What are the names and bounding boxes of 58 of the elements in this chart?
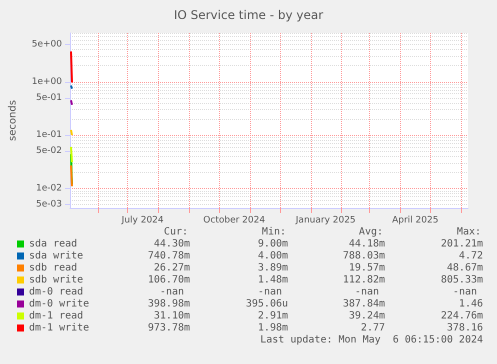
legend-label: sda write [29,250,84,262]
text: 26.27m [154,262,190,274]
text: -nan [258,286,282,298]
text: -nan [354,286,380,298]
text: 398.98m [148,298,190,310]
x-tick-label: July 2024 [120,216,164,226]
text: Last update: Mon May 6 06:15:00 2024 [260,334,484,346]
text: 106.70m [148,274,190,286]
text: 44.30m [154,238,190,250]
y-tick-label: 5e-01 [36,92,62,103]
y-tick-label: 5e-02 [36,146,62,156]
x-tick-label: October 2024 [203,216,266,226]
x-tick-label: April 2025 [392,216,438,226]
text: 3.89m [258,262,288,274]
text: Cur: [164,226,188,238]
text: -nan [452,286,478,298]
text: 4.72 [458,250,484,262]
legend-label: sdb read [29,262,78,274]
text: 788.03m [342,250,386,262]
text: 4.00m [258,250,288,262]
text: 2.77 [360,322,386,334]
text: 387.84m [342,298,386,310]
text: 395.06u [246,298,288,310]
legend-label: dm-1 read [29,310,84,322]
y-tick-label: 5e+00 [32,39,62,50]
text: 973.78m [148,322,190,334]
text: 224.76m [440,310,484,322]
text: 2.91m [258,310,288,322]
text: 48.67m [446,262,483,274]
text: 740.78m [148,250,190,262]
text: 44.18m [348,238,385,250]
legend-label: sda read [29,238,78,250]
legend-label: dm-0 read [29,286,84,298]
text: 805.33m [440,274,484,286]
text: 31.10m [154,310,190,322]
text: 1.98m [258,322,288,334]
text: Min: [262,226,286,238]
y-tick-label: 1e-02 [36,183,62,194]
text: 1.48m [258,274,288,286]
legend-label: sdb write [29,274,84,286]
chart-title: IO Service time - by year [174,8,324,22]
text: -nan [160,286,184,298]
text: 201.21m [440,238,484,250]
text: 39.24m [348,310,385,322]
text: 112.82m [342,274,386,286]
y-tick-label: 5e-03 [36,200,62,210]
text: 1.46 [458,298,484,310]
x-tick-label: January 2025 [294,216,356,226]
text: Max: [456,226,482,238]
y-axis-title: seconds [8,100,18,141]
text: 19.57m [348,262,385,274]
y-tick-label: 1e+00 [32,76,62,87]
text: 9.00m [258,238,288,250]
legend-label: dm-0 write [29,298,90,310]
text: 378.16 [446,322,483,334]
legend-label: dm-1 write [29,322,90,334]
text: Avg: [358,226,384,238]
y-tick-label: 1e-01 [36,130,62,140]
